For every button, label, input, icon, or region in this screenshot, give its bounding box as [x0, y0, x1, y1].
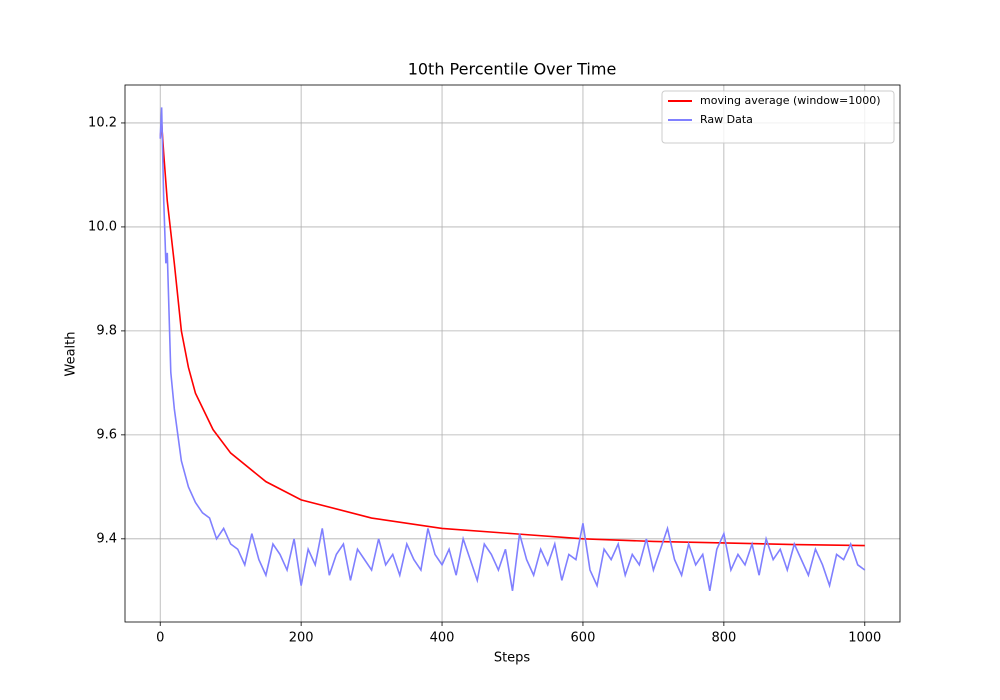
- y-tick-label: 9.6: [96, 427, 117, 442]
- legend-box: [661, 90, 895, 144]
- plot-frame: [124, 84, 901, 623]
- x-tick-label: 0: [156, 631, 164, 646]
- x-axis-label: Steps: [494, 651, 531, 666]
- y-tick-label: 9.8: [96, 323, 117, 338]
- y-tick-label: 9.4: [96, 531, 117, 546]
- legend-label: moving average (window=1000): [700, 94, 881, 107]
- x-tick-label: 400: [430, 631, 455, 646]
- chart-title: 10th Percentile Over Time: [408, 60, 617, 79]
- y-tick-label: 10.0: [88, 219, 117, 234]
- x-tick-label: 800: [711, 631, 736, 646]
- y-tick-label: 10.2: [88, 115, 117, 130]
- y-axis-label: Wealth: [64, 331, 79, 376]
- data-line: [159, 107, 866, 591]
- legend-label: Raw Data: [700, 113, 753, 126]
- x-tick-label: 1000: [848, 631, 881, 646]
- x-tick-label: 600: [571, 631, 596, 646]
- x-tick-label: 200: [289, 631, 314, 646]
- data-line: [159, 122, 865, 547]
